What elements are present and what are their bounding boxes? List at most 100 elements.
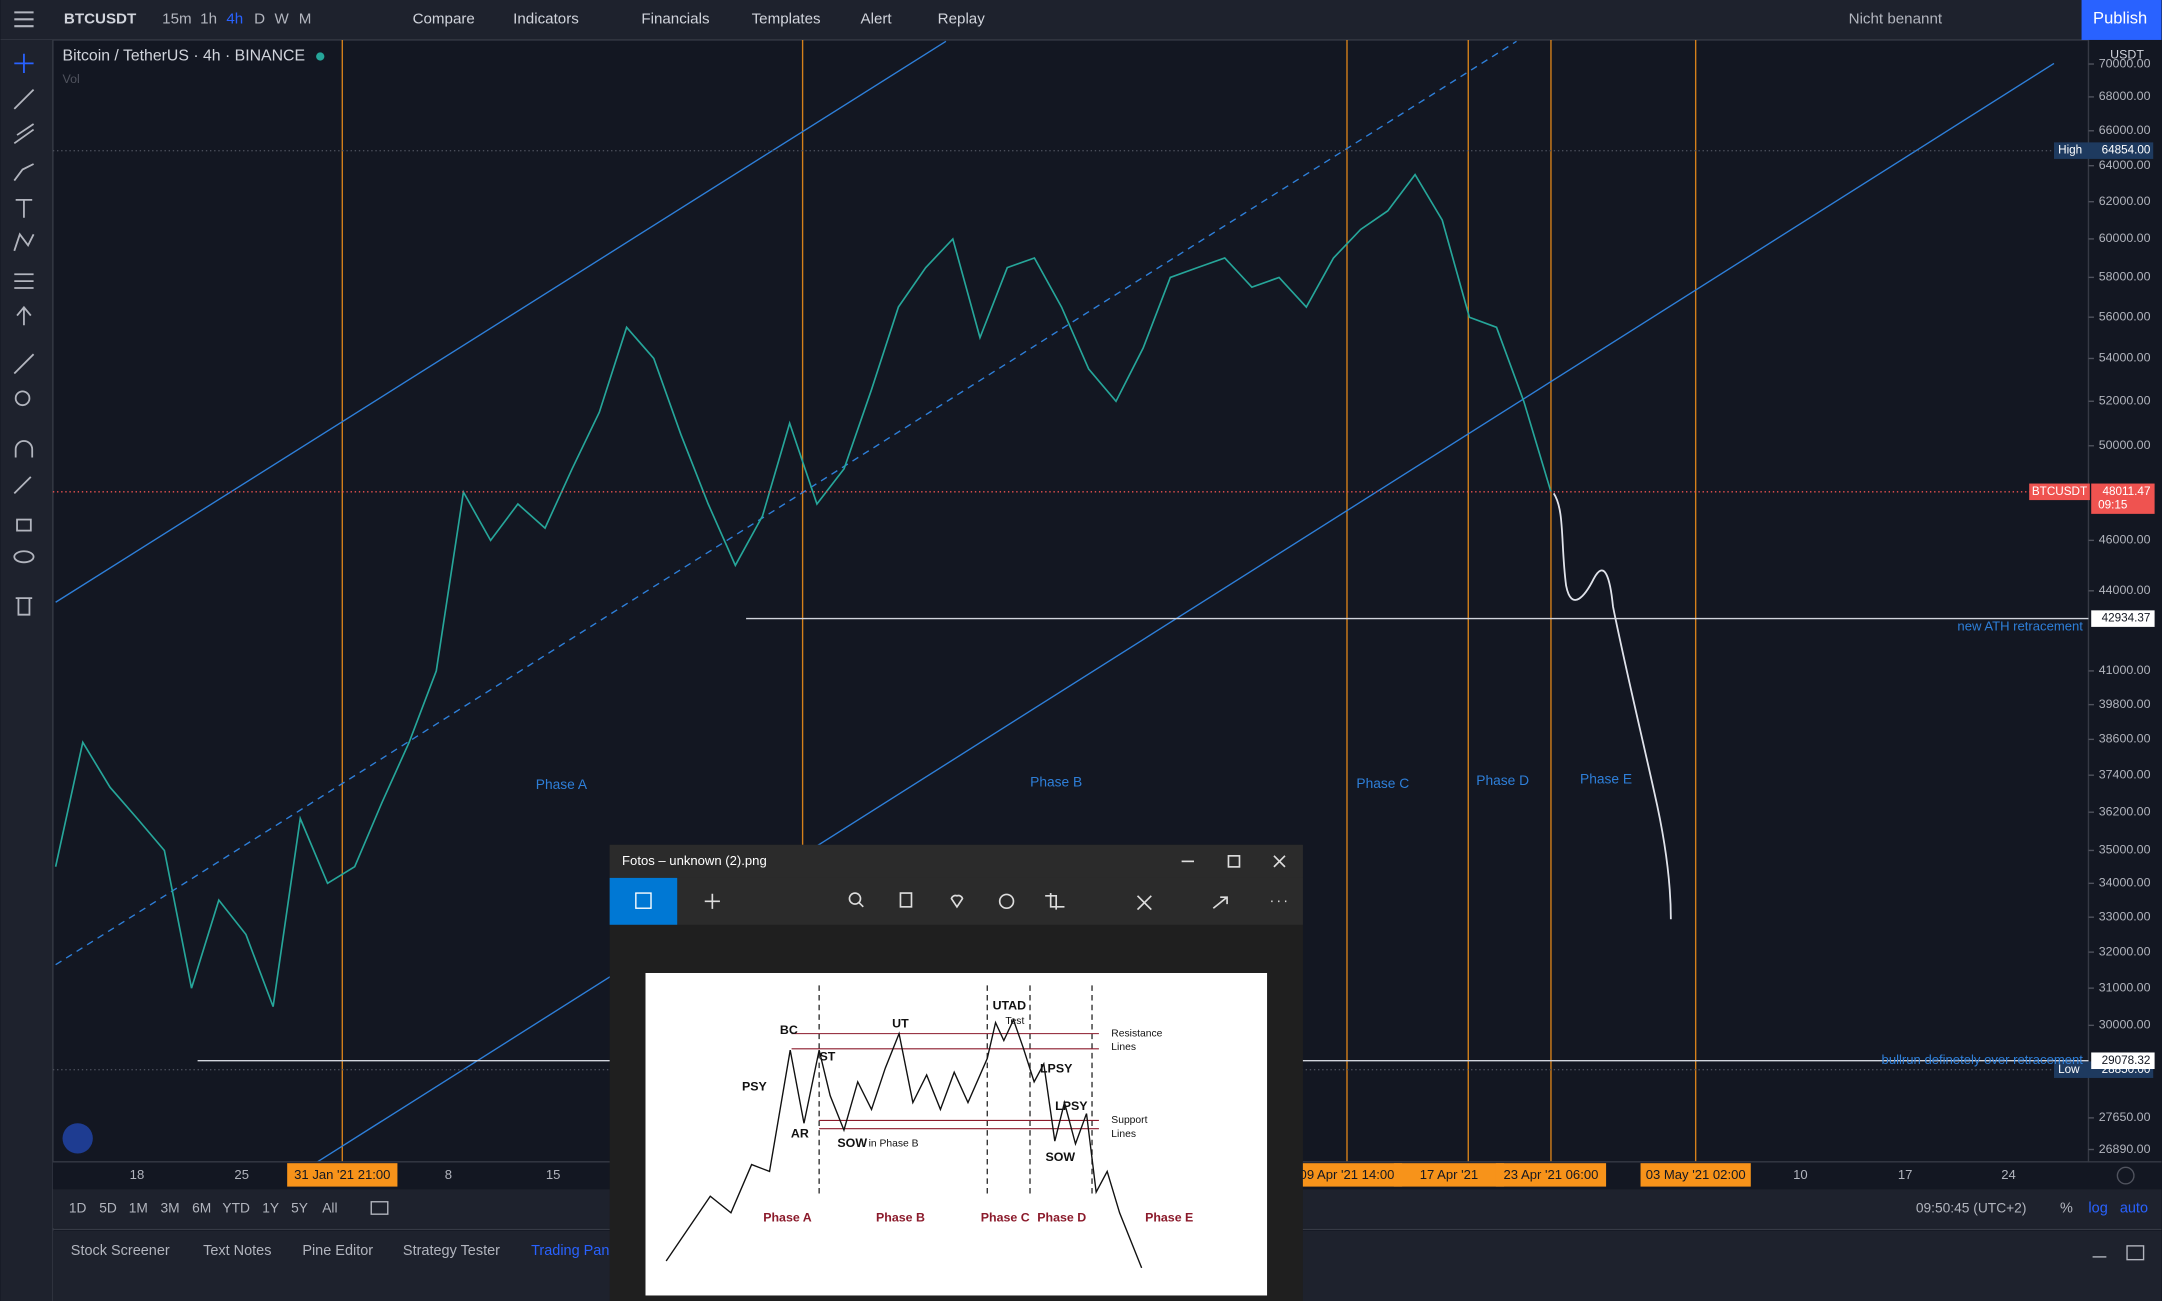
toolbar-button[interactable]: Templates — [752, 10, 821, 27]
panel-tab[interactable]: Pine Editor — [302, 1243, 373, 1259]
current-symbol-box — [2029, 483, 2090, 501]
range-button[interactable]: 1M — [129, 1200, 148, 1215]
y-tick-label: 31000.00 — [2099, 980, 2151, 994]
range-button[interactable]: 6M — [192, 1200, 211, 1215]
publish-label[interactable]: Publish — [2093, 9, 2147, 28]
time-label-box — [1393, 1163, 1505, 1187]
time-label-highlight: 09 Apr '21 14:00 — [1300, 1167, 1395, 1182]
toolbar-button[interactable]: Indicators — [513, 10, 579, 27]
y-tick-label: 35000.00 — [2099, 843, 2151, 857]
diagram-label: SOW — [837, 1136, 867, 1150]
range-button[interactable]: 5Y — [291, 1200, 308, 1215]
currency-label: USDT — [2110, 47, 2144, 61]
diagram-label: UTAD — [993, 998, 1027, 1012]
time-label: 17 — [1898, 1167, 1913, 1182]
projection-path — [1552, 492, 1672, 920]
clock: 09:50:45 (UTC+2) — [1916, 1200, 2027, 1215]
panel-tab[interactable]: Stock Screener — [71, 1243, 170, 1259]
high-label: High — [2058, 144, 2082, 157]
y-tick-label: 52000.00 — [2099, 394, 2151, 408]
range-button[interactable]: 5D — [99, 1200, 117, 1215]
drawing-tools[interactable] — [13, 53, 35, 616]
window-controls[interactable] — [704, 855, 1287, 911]
level-note: bullrun definetely over retracement — [1882, 1052, 2084, 1067]
phase-label: Phase D — [1476, 773, 1529, 788]
scale-button[interactable]: auto — [2120, 1200, 2148, 1216]
menu-icon[interactable] — [14, 11, 34, 28]
y-tick-label: 38600.00 — [2099, 732, 2151, 746]
y-tick-label: 30000.00 — [2099, 1018, 2151, 1032]
auto-scale-icon[interactable] — [2116, 1166, 2135, 1185]
current-price-box — [2091, 483, 2155, 514]
current-symbol: BTCUSDT — [2032, 485, 2087, 498]
y-tick-label: 62000.00 — [2099, 194, 2151, 208]
y-tick-label: 26890.00 — [2099, 1142, 2151, 1156]
toolbar-button[interactable]: Replay — [938, 10, 986, 27]
y-tick-label: 41000.00 — [2099, 663, 2151, 677]
diagram-label: ST — [819, 1049, 835, 1063]
compare-dates-icon — [370, 1201, 389, 1215]
diagram-label: SOW — [1046, 1150, 1076, 1164]
diagram-label: Lines — [1111, 1042, 1136, 1053]
y-tick-label: 32000.00 — [2099, 944, 2151, 958]
diagram-label: AR — [791, 1127, 809, 1141]
panel-tab[interactable]: Strategy Tester — [403, 1243, 500, 1259]
range-button[interactable]: All — [322, 1200, 337, 1215]
interval-button[interactable]: D — [254, 10, 265, 27]
diagram-label: in Phase B — [869, 1139, 919, 1150]
time-label-box — [287, 1163, 398, 1187]
interval-button[interactable]: M — [299, 10, 312, 27]
range-button[interactable]: YTD — [222, 1200, 250, 1215]
y-tick-label: 70000.00 — [2099, 56, 2151, 70]
toolbar-button[interactable]: Financials — [641, 10, 710, 27]
time-label: 24 — [2001, 1167, 2016, 1182]
range-button[interactable]: 3M — [160, 1200, 179, 1215]
diagram-label: Test — [1005, 1016, 1024, 1027]
y-tick-label: 54000.00 — [2099, 351, 2151, 365]
image-button[interactable] — [609, 877, 678, 925]
chart-title: Bitcoin / TetherUS · 4h · BINANCE — [63, 48, 305, 65]
interval-button[interactable]: 15m — [162, 10, 191, 27]
scale-button[interactable]: log — [2088, 1200, 2107, 1216]
diagram-label: Phase B — [876, 1211, 925, 1225]
level-value-box — [2091, 610, 2155, 627]
y-tick-label: 27650.00 — [2099, 1110, 2151, 1124]
panel-tab[interactable]: Text Notes — [203, 1243, 271, 1259]
phase-label: Phase B — [1030, 774, 1082, 789]
interval-button[interactable]: W — [275, 10, 290, 27]
range-button[interactable]: 1D — [69, 1200, 87, 1215]
scale-button[interactable]: % — [2060, 1200, 2073, 1216]
range-button[interactable]: 1Y — [262, 1200, 279, 1215]
diagram-label: BC — [780, 1023, 798, 1037]
volume-label: Vol — [63, 72, 80, 86]
current-countdown: 09:15 — [2098, 499, 2128, 512]
interval-button[interactable]: 1h — [200, 10, 217, 27]
time-label-box — [1291, 1163, 1403, 1187]
level-value: 29078.32 — [2102, 1054, 2151, 1067]
y-tick-label: 36200.00 — [2099, 804, 2151, 818]
toolbar-button[interactable]: Alert — [860, 10, 892, 27]
y-tick-label: 34000.00 — [2099, 876, 2151, 890]
toolbar-button[interactable]: Compare — [413, 10, 475, 27]
diagram-label: Phase E — [1145, 1211, 1193, 1225]
diagram-image — [645, 972, 1268, 1296]
symbol[interactable]: BTCUSDT — [64, 10, 137, 27]
time-label: 10 — [1793, 1167, 1808, 1182]
low-label: Low — [2058, 1063, 2080, 1076]
layout-name[interactable]: Nicht benannt — [1849, 10, 1943, 27]
left-toolbar — [0, 39, 53, 1301]
high-value: 64854.00 — [2102, 144, 2151, 157]
maximize-icon[interactable] — [2126, 1245, 2145, 1261]
diagram-label: LPSY — [1055, 1099, 1088, 1113]
y-tick-label: 66000.00 — [2099, 123, 2151, 137]
interval-button[interactable]: 4h — [226, 10, 243, 27]
diagram-label: Phase A — [763, 1211, 811, 1225]
channel-lines — [55, 40, 2055, 1163]
diagram-label: Resistance — [1111, 1028, 1162, 1039]
level-value: 42934.37 — [2102, 612, 2151, 625]
diagram-label: Phase D — [1037, 1211, 1086, 1225]
publish-button[interactable] — [2081, 0, 2162, 40]
time-label-box — [1640, 1163, 1751, 1187]
panel-tab[interactable]: Trading Panel — [531, 1243, 621, 1259]
